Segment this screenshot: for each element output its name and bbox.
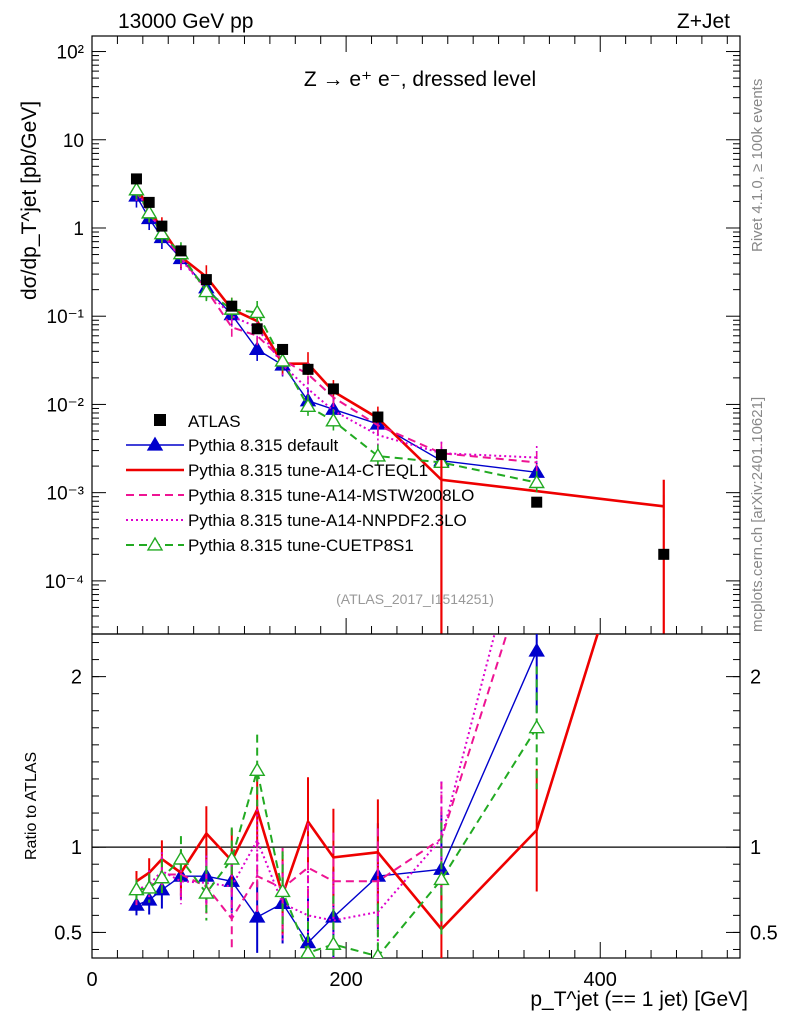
ratio-y-tick-label: 2 xyxy=(71,667,82,689)
data-point xyxy=(156,220,168,232)
legend-marker-0 xyxy=(146,436,164,451)
ratio-marker-4 xyxy=(528,719,545,734)
x-axis-label: p_T^jet (== 1 jet) [GeV] xyxy=(530,988,748,1011)
data-point xyxy=(658,548,670,560)
data-point xyxy=(531,496,543,508)
series-marker-4 xyxy=(528,474,545,489)
collision-label: 13000 GeV pp xyxy=(118,10,253,33)
legend-marker-data xyxy=(154,414,166,426)
top-y-tick-label: 10⁻² xyxy=(47,395,85,416)
top-y-tick-label: 10 xyxy=(63,131,84,152)
ratio-y-tick-label: 1 xyxy=(71,837,82,859)
top-y-axis-label: dσ/dp_T^jet [pb/GeV] xyxy=(18,101,41,300)
ratio-marker-4 xyxy=(153,869,171,884)
process-label: Z+Jet xyxy=(677,10,730,33)
legend-label-0: Pythia 8.315 default xyxy=(188,436,339,455)
series-marker-4 xyxy=(140,204,158,219)
data-point xyxy=(327,383,339,395)
series-marker-4 xyxy=(369,447,387,462)
ratio-marker-0 xyxy=(140,891,158,906)
ratio-series-group xyxy=(128,634,599,958)
data-point xyxy=(226,300,238,312)
series-marker-4 xyxy=(325,412,342,427)
series-marker-4 xyxy=(274,352,291,367)
series-marker-0 xyxy=(248,341,266,356)
ratio-marker-4 xyxy=(140,879,158,894)
series-marker-4 xyxy=(299,398,317,412)
ratio-line-1 xyxy=(135,634,599,931)
rivet-version-label: Rivet 4.1.0, ≥ 100k events xyxy=(749,79,766,252)
legend: ATLAS Pythia 8.315 default Pythia 8.315 tu… xyxy=(126,412,474,555)
x-tick-label: 200 xyxy=(329,969,362,991)
top-y-tick-label: 10⁻⁴ xyxy=(45,572,84,593)
analysis-watermark: (ATLAS_2017_I1514251) xyxy=(336,591,494,607)
ratio-marker-4 xyxy=(198,884,215,899)
x-tick-label: 0 xyxy=(86,969,97,991)
ratio-y-axis-label: Ratio to ATLAS xyxy=(23,752,40,860)
series-marker-4 xyxy=(128,181,145,196)
legend-label-1: Pythia 8.315 tune-A14-CTEQL1 xyxy=(188,461,428,480)
data-point xyxy=(277,343,289,355)
ratio-marker-4 xyxy=(172,850,190,865)
ratio-y-tick-label-right: 2 xyxy=(750,667,761,689)
ratio-marker-4 xyxy=(248,762,266,777)
mcplots-source-label: mcplots.cern.ch [arXiv:2401.10621] xyxy=(749,397,766,632)
data-point xyxy=(435,449,447,461)
ratio-frame-box xyxy=(91,633,741,959)
ratio-line-0 xyxy=(136,650,538,944)
ratio-y-tick-label-right: 1 xyxy=(750,837,761,859)
legend-label-3: Pythia 8.315 tune-A14-NNPDF2.3LO xyxy=(188,511,467,530)
legend-label-4: Pythia 8.315 tune-CUETP8S1 xyxy=(188,536,414,555)
ratio-marker-4 xyxy=(223,850,240,865)
ratio-marker-4 xyxy=(325,935,342,950)
ratio-marker-4 xyxy=(371,947,384,958)
data-point xyxy=(175,245,187,257)
legend-label-2: Pythia 8.315 tune-A14-MSTW2008LO xyxy=(188,486,474,505)
ratio-marker-4 xyxy=(300,944,316,958)
plot-title: Z → e⁺ e⁻, dressed level xyxy=(304,68,536,91)
ratio-marker-0 xyxy=(528,642,545,657)
ratio-marker-4 xyxy=(433,871,450,886)
data-point xyxy=(200,274,212,286)
ratio-y-tick-label: 0.5 xyxy=(54,922,82,944)
ratio-plot-area: 0 200 400 0.5 0.5 1 1 2 2 xyxy=(54,633,778,991)
data-point xyxy=(130,173,142,185)
series-marker-4 xyxy=(153,225,171,240)
x-tick-label: 400 xyxy=(584,969,617,991)
data-point xyxy=(143,196,155,208)
main-plot-area: 10² 10 1 10⁻¹ 10⁻² 10⁻³ 10⁻⁴ xyxy=(45,35,741,635)
top-y-tick-label: 10⁻³ xyxy=(47,484,85,505)
series-marker-4 xyxy=(248,304,266,319)
data-point xyxy=(251,323,263,335)
ratio-marker-4 xyxy=(274,883,291,898)
ratio-marker-4 xyxy=(128,881,145,896)
ratio-y-tick-label-right: 0.5 xyxy=(750,922,778,944)
legend-label-data: ATLAS xyxy=(188,412,241,431)
top-y-tick-label: 10² xyxy=(57,43,84,64)
series-marker-4 xyxy=(198,283,215,298)
data-point xyxy=(302,363,314,375)
data-point xyxy=(372,411,384,423)
top-series-group xyxy=(128,173,670,634)
top-y-tick-label: 10⁻¹ xyxy=(47,307,85,328)
ratio-marker-0 xyxy=(248,908,266,923)
top-y-tick-label: 1 xyxy=(73,219,84,240)
legend-marker-4 xyxy=(146,536,164,551)
